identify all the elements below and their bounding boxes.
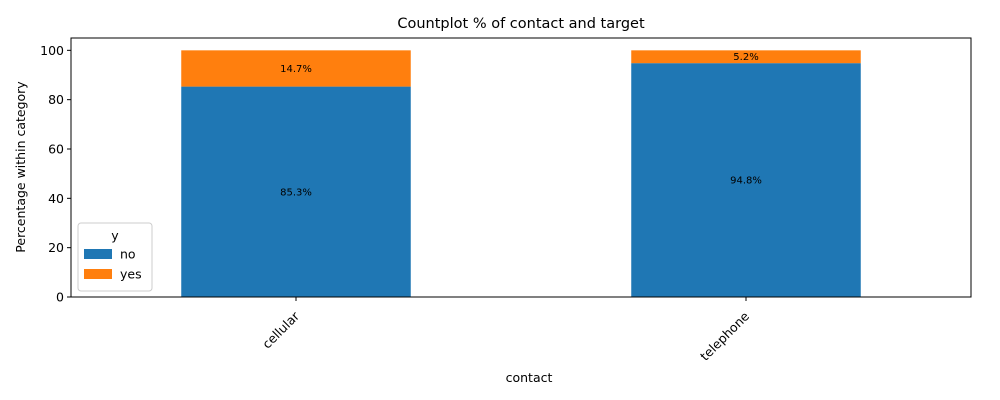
bar-no-cellular	[181, 86, 411, 298]
y-tick-label: 60	[48, 142, 64, 157]
x-tick-label: telephone	[697, 308, 752, 363]
plot-area: 85.3% 14.7% 94.8% 5.2%	[181, 50, 861, 298]
legend-swatch-yes	[84, 269, 112, 279]
plot-frame	[70, 37, 972, 298]
bar-yes-telephone	[631, 50, 861, 64]
y-tick-label: 20	[48, 240, 64, 255]
legend: yno yes	[77, 222, 153, 292]
legend-label-no: no	[120, 247, 136, 262]
bar-no-telephone	[631, 63, 861, 297]
y-tick-label: 40	[48, 191, 64, 206]
y-axis: 0 20 40 60 80 100	[40, 43, 71, 305]
x-axis: cellular telephone	[259, 297, 752, 364]
chart-title: Countplot % of contact and target	[397, 16, 645, 32]
y-tick-label: 100	[40, 43, 64, 58]
y-tick-label: 0	[56, 290, 64, 305]
legend-swatch-no	[84, 249, 112, 259]
legend-title: y	[111, 228, 119, 243]
data-label-yes-cellular: 14.7%	[280, 64, 312, 75]
data-label-no-cellular: 85.3%	[280, 187, 312, 198]
bar-yes-cellular	[181, 50, 411, 87]
data-label-no-telephone: 94.8%	[730, 176, 762, 187]
x-tick-label: cellular	[259, 308, 303, 352]
legend-label-yes: yes	[120, 267, 142, 282]
y-tick-label: 80	[48, 92, 64, 107]
y-axis-label: Percentage within category	[13, 81, 28, 253]
x-axis-label: contact	[506, 370, 553, 385]
data-label-yes-telephone: 5.2%	[733, 52, 758, 63]
